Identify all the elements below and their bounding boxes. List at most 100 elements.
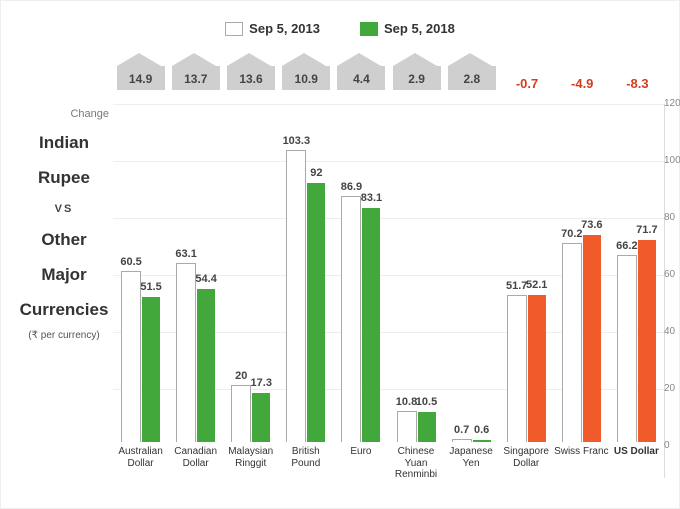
bar-value: 92 — [310, 167, 322, 179]
bar-2013: 103.3 — [286, 150, 306, 442]
bar-2013: 63.1 — [176, 263, 196, 442]
change-cell: -4.9 — [555, 58, 610, 98]
change-badge-positive: 14.9 — [117, 66, 165, 90]
category-label: Swiss Franc — [554, 442, 609, 478]
bar-2013: 60.5 — [121, 271, 141, 442]
bar-value: 63.1 — [175, 248, 196, 260]
currency-column: 51.752.1Singapore Dollar — [499, 104, 554, 478]
bar-value: 20 — [235, 370, 247, 382]
bar-value: 51.7 — [506, 280, 527, 292]
title-line: Rupee — [15, 167, 113, 190]
bar-value: 51.5 — [140, 281, 161, 293]
currency-column: 103.392British Pound — [278, 104, 333, 478]
change-badge-positive: 13.7 — [172, 66, 220, 90]
bar-pair: 0.70.6 — [444, 104, 499, 442]
currency-column: 70.273.6Swiss Franc — [554, 104, 609, 478]
change-row-label: Change — [15, 108, 113, 120]
currency-column: 60.551.5Australian Dollar — [113, 104, 168, 478]
change-cell: 2.9 — [389, 58, 444, 98]
change-badge-negative: -0.7 — [505, 66, 549, 91]
bar-value: 10.5 — [416, 396, 437, 408]
bar-2018: 54.4 — [197, 289, 215, 442]
change-row: 14.913.713.610.94.42.92.8-0.7-4.9-8.3 — [113, 58, 665, 98]
category-label: Euro — [333, 442, 388, 478]
bar-2013: 86.9 — [341, 196, 361, 442]
bar-value: 0.6 — [474, 424, 489, 436]
bar-pair: 60.551.5 — [113, 104, 168, 442]
bar-pair: 86.983.1 — [333, 104, 388, 442]
chart-container: { "legend": { "a": {"label": "Sep 5, 201… — [0, 0, 680, 509]
bar-value: 10.8 — [396, 396, 417, 408]
bar-2018: 92 — [307, 183, 325, 442]
bar-2013: 20 — [231, 385, 251, 442]
legend: Sep 5, 2013 Sep 5, 2018 — [15, 21, 665, 36]
title-line: Indian — [15, 132, 113, 155]
bar-pair: 70.273.6 — [554, 104, 609, 442]
currency-column: 86.983.1Euro — [333, 104, 388, 478]
legend-item-2013: Sep 5, 2013 — [225, 21, 320, 36]
category-label: British Pound — [278, 442, 333, 478]
bar-value: 66.2 — [616, 240, 637, 252]
bar-2018: 73.6 — [583, 235, 601, 442]
category-label: Canadian Dollar — [168, 442, 223, 478]
main-area: Change Indian Rupee VS Other Major Curre… — [15, 58, 665, 478]
currency-column: 63.154.4Canadian Dollar — [168, 104, 223, 478]
category-label: US Dollar — [609, 442, 664, 478]
change-cell: 13.6 — [223, 58, 278, 98]
columns: 60.551.5Australian Dollar63.154.4Canadia… — [113, 104, 664, 478]
y-axis-title-block: Change Indian Rupee VS Other Major Curre… — [15, 58, 113, 478]
change-cell: 14.9 — [113, 58, 168, 98]
bar-2018: 71.7 — [638, 240, 656, 442]
chart-plot: 14.913.713.610.94.42.92.8-0.7-4.9-8.3 60… — [113, 58, 665, 478]
bar-2018: 52.1 — [528, 295, 546, 442]
legend-label-2013: Sep 5, 2013 — [249, 21, 320, 36]
category-label: Australian Dollar — [113, 442, 168, 478]
bar-pair: 2017.3 — [223, 104, 278, 442]
legend-item-2018: Sep 5, 2018 — [360, 21, 455, 36]
currency-column: 10.810.5Chinese Yuan Renminbi — [388, 104, 443, 478]
change-cell: 13.7 — [168, 58, 223, 98]
title-sub: (₹ per currency) — [15, 330, 113, 341]
bar-2018: 17.3 — [252, 393, 270, 442]
bar-value: 70.2 — [561, 228, 582, 240]
change-cell: 4.4 — [334, 58, 389, 98]
bar-pair: 10.810.5 — [388, 104, 443, 442]
change-badge-negative: -4.9 — [560, 66, 604, 91]
y-axis: 020406080100120 — [664, 104, 680, 446]
bar-value: 71.7 — [636, 224, 657, 236]
currency-column: 66.271.7US Dollar — [609, 104, 664, 478]
bar-2013: 10.8 — [397, 411, 417, 442]
change-badge-negative: -8.3 — [615, 66, 659, 91]
legend-label-2018: Sep 5, 2018 — [384, 21, 455, 36]
bar-2013: 51.7 — [507, 295, 527, 442]
change-badge-positive: 2.9 — [393, 66, 441, 90]
bar-value: 86.9 — [341, 181, 362, 193]
category-label: Malaysian Ringgit — [223, 442, 278, 478]
bar-2013: 0.7 — [452, 439, 472, 442]
category-label: Japanese Yen — [444, 442, 499, 478]
bar-2018: 0.6 — [473, 440, 491, 442]
change-cell: -0.7 — [499, 58, 554, 98]
change-badge-positive: 10.9 — [282, 66, 330, 90]
bar-value: 73.6 — [581, 219, 602, 231]
bar-pair: 103.392 — [278, 104, 333, 442]
title-line: Other — [15, 229, 113, 252]
bar-value: 83.1 — [361, 192, 382, 204]
bar-value: 103.3 — [283, 135, 311, 147]
bar-2018: 10.5 — [418, 412, 436, 442]
bar-pair: 66.271.7 — [609, 104, 664, 442]
currency-column: 0.70.6Japanese Yen — [444, 104, 499, 478]
change-badge-positive: 13.6 — [227, 66, 275, 90]
bar-pair: 51.752.1 — [499, 104, 554, 442]
bar-value: 52.1 — [526, 279, 547, 291]
change-cell: 10.9 — [279, 58, 334, 98]
swatch-2013 — [225, 22, 243, 36]
bar-2018: 51.5 — [142, 297, 160, 442]
swatch-2018 — [360, 22, 378, 36]
change-cell: -8.3 — [610, 58, 665, 98]
bar-2018: 83.1 — [362, 208, 380, 442]
bar-value: 54.4 — [195, 273, 216, 285]
change-badge-positive: 4.4 — [337, 66, 385, 90]
category-label: Singapore Dollar — [499, 442, 554, 478]
title-line: Major — [15, 264, 113, 287]
